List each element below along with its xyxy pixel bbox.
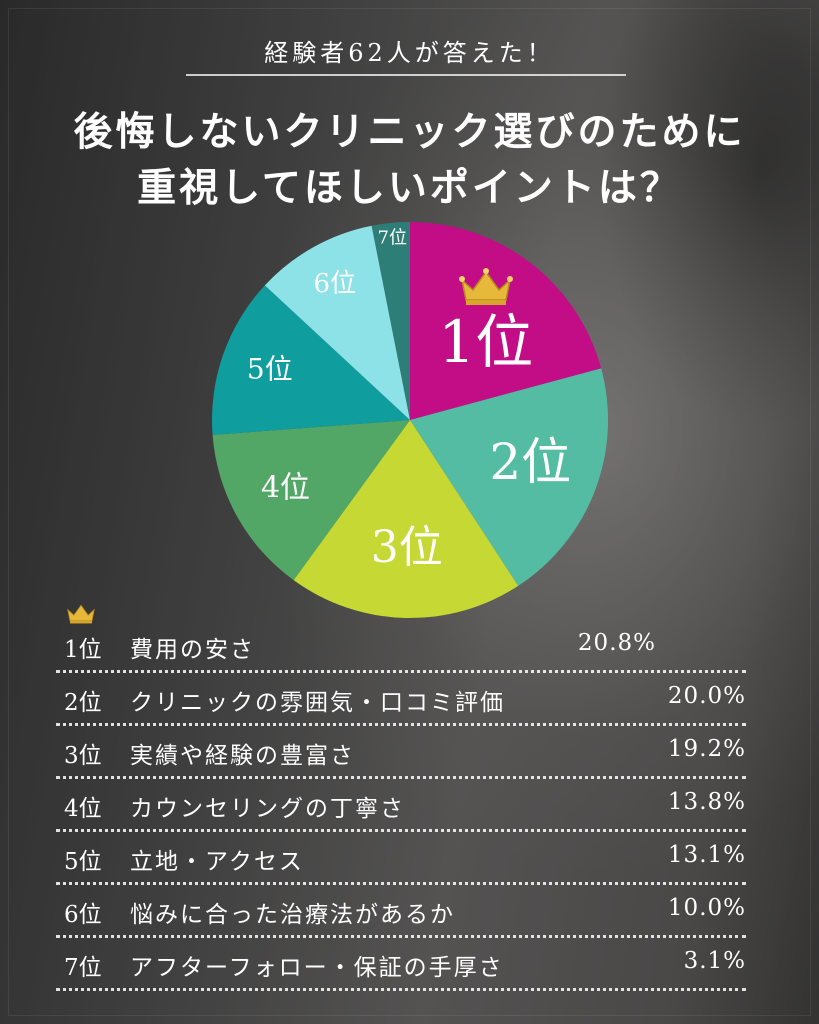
rank-label: 実績や経験の豊富さ: [130, 743, 355, 769]
rank-label: 費用の安さ: [130, 637, 255, 663]
crown-icon: [67, 604, 95, 624]
rank-percent: 13.1%: [667, 842, 746, 868]
rank-number: 3位: [64, 743, 102, 769]
title-line-1: 後悔しないクリニック選びのために: [73, 109, 746, 155]
pie-slice: [410, 368, 608, 586]
ranking-row: 1位 費用の安さ 20.8%: [56, 620, 746, 673]
rank-number: 5位: [64, 849, 102, 875]
subtitle-underline: [186, 74, 626, 76]
pie-slice-label: 1位: [438, 308, 533, 376]
rank-label: クリニックの雰囲気・口コミ評価: [130, 690, 505, 716]
ranking-row: 6位 悩みに合った治療法があるか 10.0%: [56, 885, 746, 938]
rank-percent: 10.0%: [667, 895, 746, 921]
rank-number: 4位: [64, 796, 102, 822]
subtitle: 経験者62人が答えた！: [264, 39, 555, 67]
rank-label: 立地・アクセス: [130, 849, 304, 875]
pie-slice: [293, 420, 519, 618]
crown-icon: [459, 268, 513, 305]
pie-slice: [410, 222, 602, 420]
rank-number: 2位: [64, 690, 102, 716]
rank-percent: 20.0%: [667, 683, 746, 709]
title-line-2: 重視してほしいポイントは？: [137, 165, 682, 211]
rank-number: 7位: [64, 955, 102, 981]
ranking-row: 7位 アフターフォロー・保証の手厚さ 3.1%: [56, 938, 746, 991]
ranking-row: 2位 クリニックの雰囲気・口コミ評価 20.0%: [56, 673, 746, 726]
pie-slice: [212, 285, 410, 435]
rank-label: カウンセリングの丁寧さ: [130, 796, 405, 822]
ranking-row: 5位 立地・アクセス 13.1%: [56, 832, 746, 885]
rank-percent: 3.1%: [683, 948, 746, 974]
pie-slice: [264, 225, 410, 420]
rank-number: 1位: [64, 637, 102, 663]
rank-percent: 20.8%: [577, 630, 656, 656]
rank-percent: 13.8%: [667, 789, 746, 815]
pie-slice-label: 6位: [313, 269, 356, 299]
rank-label: 悩みに合った治療法があるか: [130, 902, 455, 928]
page-frame: [8, 8, 811, 1016]
pie-slice-label: 2位: [489, 433, 571, 491]
rank-percent: 19.2%: [667, 736, 746, 762]
pie-slice: [371, 222, 410, 420]
rank-number: 6位: [64, 902, 102, 928]
pie-slice-label: 7位: [378, 228, 407, 249]
pie-chart: 1位 2位 3位 4位 5位 6位 7位: [212, 222, 608, 618]
pie-slice-label: 4位: [261, 470, 310, 505]
rank-label: アフターフォロー・保証の手厚さ: [130, 955, 504, 981]
pie-slice: [212, 420, 410, 581]
pie-slice-label: 3位: [371, 522, 443, 573]
ranking-row: 4位 カウンセリングの丁寧さ 13.8%: [56, 779, 746, 832]
ranking-row: 3位 実績や経験の豊富さ 19.2%: [56, 726, 746, 779]
pie-slice-label: 5位: [247, 353, 293, 386]
